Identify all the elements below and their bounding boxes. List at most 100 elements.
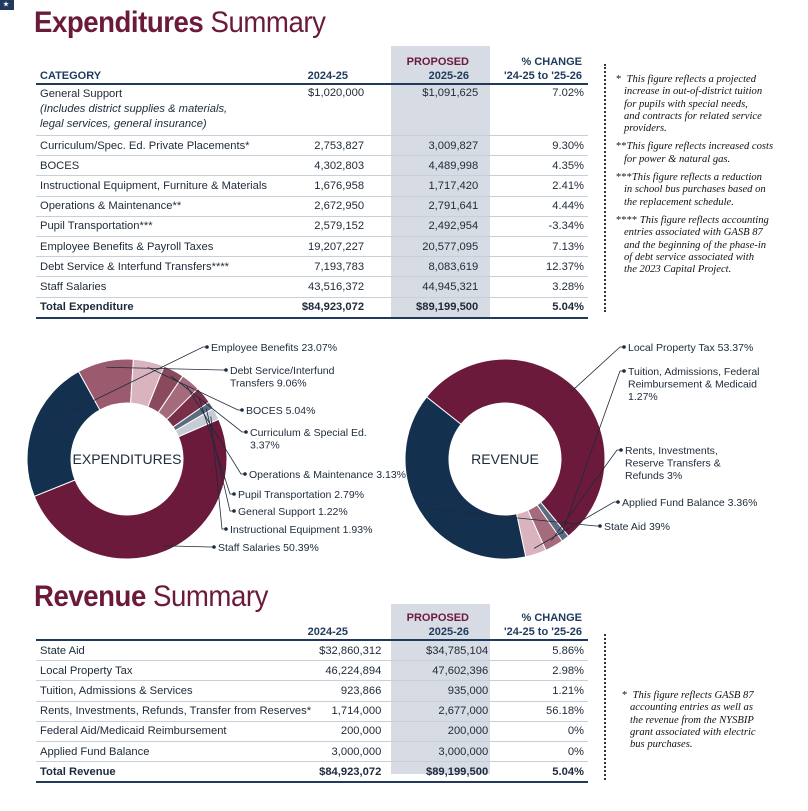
total-label: Total Revenue	[36, 761, 316, 784]
leader-dot	[619, 448, 623, 452]
slice-staff-salaries	[33, 418, 228, 560]
leader-dot	[244, 430, 248, 434]
leader-dot	[212, 545, 216, 549]
total-value-2025: $89,199,500	[385, 761, 493, 784]
header-year1: 2024-25	[307, 626, 348, 638]
row-value-2024: 7,193,783	[297, 256, 369, 278]
table-row: Rents, Investments, Refunds, Transfer fr…	[36, 701, 588, 722]
row-label: General Support	[40, 88, 123, 100]
header-proposed-line1: PROPOSED	[406, 56, 469, 68]
revenue-donut-chart: REVENUE Local Property Tax 53.37% Tuition,…	[404, 342, 760, 560]
header-change-line1: % CHANGE	[521, 612, 582, 624]
leader-dot	[240, 408, 244, 412]
row-value-2024: 200,000	[315, 721, 386, 742]
table-row: Federal Aid/Medicaid Reimbursement 200,00…	[36, 721, 588, 742]
note-4: **** This figure reflects accounting ent…	[616, 214, 769, 276]
slice-label-boces: BOCES 5.04%	[246, 405, 315, 417]
star-badge-icon	[0, 0, 14, 10]
slice-applied-fund-balance	[516, 509, 547, 558]
row-value-2025: 3,009,827	[368, 135, 483, 157]
row-value-2025: 2,492,954	[368, 216, 483, 237]
slice-label-debt-service-interfund-transfers: Debt Service/Interfund Transfers 9.06%	[230, 365, 335, 390]
row-value-2025: 200,000	[385, 721, 493, 742]
slice-label-general-support: General Support 1.22%	[238, 506, 348, 518]
row-label: Pupil Transportation***	[36, 216, 298, 237]
leader-dot	[598, 524, 602, 528]
header-proposed-line2: 2025-26	[428, 70, 469, 82]
slice-label-applied-fund-balance: Applied Fund Balance 3.36%	[622, 497, 757, 509]
row-value-2025: $34,785,104	[385, 641, 493, 662]
row-value-2025: 3,000,000	[385, 741, 493, 763]
table-row: Operations & Maintenance** 2,672,950 2,791…	[36, 196, 588, 217]
chart-center-label: REVENUE	[471, 451, 539, 467]
row-pct-change: 5.86%	[492, 641, 588, 662]
slice-label-pupil-transportation: Pupil Transportation 2.79%	[238, 489, 364, 501]
slice-label-employee-benefits: Employee Benefits 23.07%	[211, 342, 337, 354]
expenditures-title-strong: Expenditures	[34, 6, 204, 39]
row-label: Staff Salaries	[36, 276, 298, 298]
row-label: Instructional Equipment, Furniture & Mat…	[36, 175, 298, 197]
total-value-2024: $84,923,072	[297, 297, 369, 319]
note-1: * This figure reflects GASB 87 accountin…	[622, 690, 756, 751]
slice-label-local-property-tax: Local Property Tax 53.37%	[628, 342, 753, 354]
table-row: BOCES 4,302,803 4,489,998 4.35%	[36, 155, 588, 177]
row-pct-change: 0%	[492, 741, 588, 763]
expenditure-notes: * This figure reflects a projected incre…	[616, 74, 806, 282]
leader-line	[570, 346, 624, 393]
row-pct-change: 0%	[492, 721, 588, 742]
row-value-2024: 1,676,958	[297, 175, 369, 197]
row-pct-change: -3.34%	[482, 216, 588, 237]
table-row: Applied Fund Balance 3,000,000 3,000,000 0%	[36, 741, 588, 763]
note-2: **This figure reflects increased costs f…	[616, 141, 774, 165]
header-category: CATEGORY	[40, 70, 102, 82]
slice-label-operations-maintenance: Operations & Maintenance 3.13%	[249, 469, 406, 481]
row-pct-change: 2.41%	[482, 175, 588, 197]
leader-dot	[622, 369, 626, 373]
notes-divider	[604, 64, 606, 312]
row-value-2025: 44,945,321	[368, 276, 483, 298]
header-proposed-line1: PROPOSED	[406, 612, 469, 624]
row-value-2024: 1,714,000	[315, 701, 386, 722]
row-pct-change: 9.30%	[482, 135, 588, 157]
leader-dot	[243, 472, 247, 476]
row-value-2025: 4,489,998	[368, 155, 483, 177]
total-label: Total Expenditure	[36, 297, 298, 319]
revenue-table: State Aid $32,860,312 $34,785,104 5.86% Loc…	[36, 641, 588, 784]
total-pct-change: 5.04%	[482, 297, 588, 319]
leader-dot	[205, 345, 209, 349]
header-change-line2: '24-25 to '25-26	[504, 70, 582, 82]
row-label: Federal Aid/Medicaid Reimbursement	[36, 721, 316, 742]
row-value-2025: 935,000	[385, 680, 493, 702]
slice-label-curriculum-special-ed: Curriculum & Special Ed. 3.37%	[250, 427, 367, 452]
table-row: State Aid $32,860,312 $34,785,104 5.86%	[36, 641, 588, 662]
slice-state-aid	[404, 396, 527, 560]
row-label: Local Property Tax	[36, 660, 316, 682]
row-value-2025: 2,677,000	[385, 701, 493, 722]
leader-dot	[622, 345, 626, 349]
table-row: Employee Benefits & Payroll Taxes 19,207,…	[36, 236, 588, 258]
slice-label-state-aid: State Aid 39%	[604, 521, 670, 533]
header-year1: 2024-25	[307, 70, 348, 82]
table-row: Pupil Transportation*** 2,579,152 2,492,95…	[36, 216, 588, 237]
row-value-2024: 46,224,894	[315, 660, 386, 682]
row-label: BOCES	[36, 155, 298, 177]
table-row: Local Property Tax 46,224,894 47,602,396 2.…	[36, 660, 588, 682]
row-value-2024: 2,672,950	[297, 196, 369, 217]
row-value-2025: 47,602,396	[385, 660, 493, 682]
row-pct-change: 4.35%	[482, 155, 588, 177]
row-value-2025: 1,717,420	[368, 175, 483, 197]
row-value-2024: 4,302,803	[297, 155, 369, 177]
table-total-row: Total Expenditure $84,923,072 $89,199,500 5…	[36, 297, 588, 319]
row-value-2024: $1,020,000	[297, 86, 369, 136]
row-label: Employee Benefits & Payroll Taxes	[36, 236, 298, 258]
header-rule	[36, 639, 588, 641]
note-1: * This figure reflects a projected incre…	[616, 74, 763, 135]
donut-charts: EXPENDITURES Staff Salaries 50.39% Employe…	[26, 342, 760, 560]
expenditures-table: General Support (Includes district suppl…	[36, 86, 588, 319]
leader-dot	[232, 492, 236, 496]
total-value-2025: $89,199,500	[368, 297, 483, 319]
note-3: ***This figure reflects a reduction in s…	[616, 172, 766, 208]
revenue-notes: * This figure reflects GASB 87 accountin…	[622, 690, 802, 757]
row-label: State Aid	[36, 641, 316, 662]
row-value-2024: 2,753,827	[297, 135, 369, 157]
